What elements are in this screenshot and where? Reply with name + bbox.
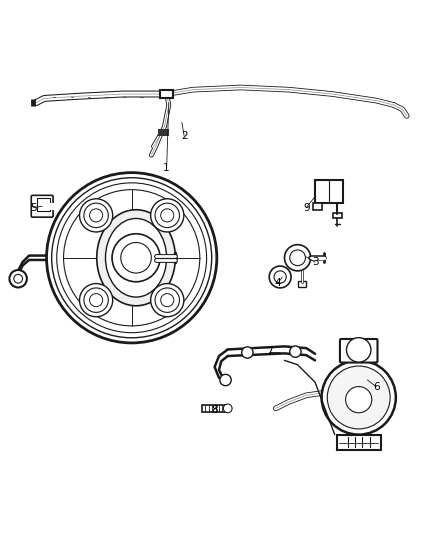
Circle shape xyxy=(151,199,184,232)
Text: 8: 8 xyxy=(211,405,218,415)
Ellipse shape xyxy=(106,219,166,297)
Circle shape xyxy=(220,374,231,386)
Circle shape xyxy=(327,366,390,429)
FancyBboxPatch shape xyxy=(337,434,381,450)
Text: 6: 6 xyxy=(373,382,379,392)
FancyBboxPatch shape xyxy=(313,203,322,210)
FancyBboxPatch shape xyxy=(315,181,343,203)
Text: 9: 9 xyxy=(303,203,310,213)
FancyBboxPatch shape xyxy=(37,198,50,212)
FancyBboxPatch shape xyxy=(340,339,378,362)
Circle shape xyxy=(346,338,371,362)
Text: 4: 4 xyxy=(275,278,281,288)
Text: 7: 7 xyxy=(266,346,272,357)
Text: 3: 3 xyxy=(312,257,318,267)
FancyBboxPatch shape xyxy=(31,195,53,217)
Circle shape xyxy=(112,234,160,282)
Circle shape xyxy=(285,245,311,271)
FancyBboxPatch shape xyxy=(158,128,169,135)
Circle shape xyxy=(269,266,291,288)
Text: 1: 1 xyxy=(163,163,170,173)
Circle shape xyxy=(10,270,27,287)
Text: 2: 2 xyxy=(181,131,187,141)
Circle shape xyxy=(290,346,301,357)
FancyBboxPatch shape xyxy=(46,203,53,210)
FancyBboxPatch shape xyxy=(160,90,173,99)
Circle shape xyxy=(223,404,232,413)
Circle shape xyxy=(346,386,372,413)
FancyBboxPatch shape xyxy=(201,405,226,412)
Ellipse shape xyxy=(97,210,175,306)
Circle shape xyxy=(151,284,184,317)
Circle shape xyxy=(80,284,113,317)
Text: 5: 5 xyxy=(30,203,37,213)
Circle shape xyxy=(80,199,113,232)
Circle shape xyxy=(321,360,396,434)
FancyBboxPatch shape xyxy=(332,213,342,219)
Circle shape xyxy=(242,347,253,358)
FancyBboxPatch shape xyxy=(298,281,306,287)
